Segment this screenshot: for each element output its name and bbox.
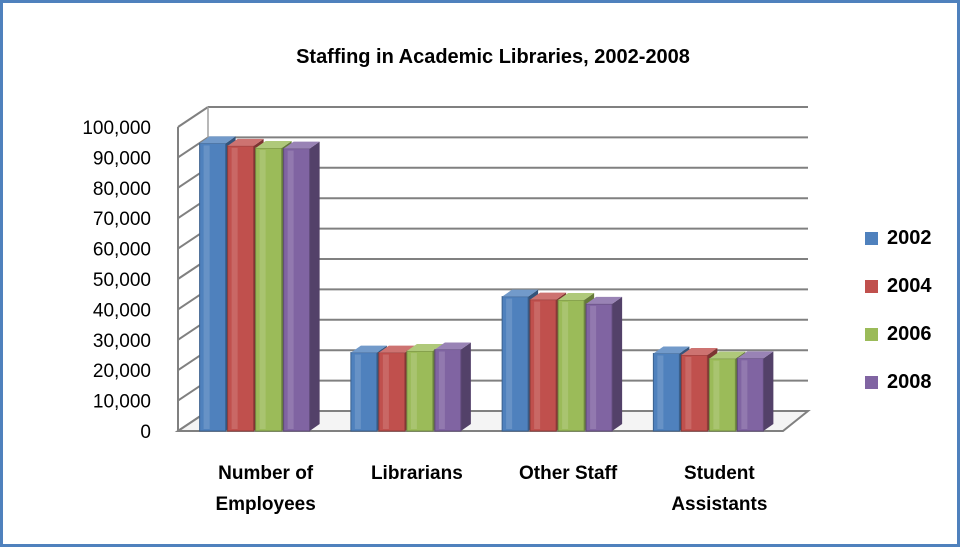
legend-swatch xyxy=(865,328,878,341)
y-tick-label: 20,000 xyxy=(93,361,151,382)
y-tick-label: 70,000 xyxy=(93,209,151,230)
y-tick-label: 40,000 xyxy=(93,300,151,321)
bar-2008 xyxy=(283,141,320,432)
chart-title: Staffing in Academic Libraries, 2002-200… xyxy=(296,46,690,68)
y-tick-label: 100,000 xyxy=(82,118,151,139)
y-tick-label: 30,000 xyxy=(93,331,151,352)
side-wall-line xyxy=(177,106,209,128)
legend-swatch xyxy=(865,232,878,245)
bar-2008 xyxy=(736,351,774,432)
y-tick-label: 0 xyxy=(140,422,151,443)
y-tick-label: 90,000 xyxy=(93,148,151,169)
x-category-label: Librarians xyxy=(371,463,463,484)
x-category-label: Other Staff xyxy=(519,463,618,484)
x-category-label: Assistants xyxy=(671,494,767,515)
side-wall-line xyxy=(177,136,209,159)
chart-svg: Staffing in Academic Libraries, 2002-200… xyxy=(82,46,932,515)
legend-label: 2004 xyxy=(887,275,932,297)
x-category-label: Employees xyxy=(215,494,315,515)
x-category-label: Number of xyxy=(218,463,314,484)
y-tick-label: 80,000 xyxy=(93,179,151,200)
y-tick-label: 60,000 xyxy=(93,240,151,261)
bar-2008 xyxy=(434,342,471,432)
legend-label: 2002 xyxy=(887,227,932,249)
legend-label: 2008 xyxy=(887,371,932,393)
legend-swatch xyxy=(865,376,878,389)
y-tick-label: 10,000 xyxy=(93,392,151,413)
legend-label: 2006 xyxy=(887,323,932,345)
x-category-label: Student xyxy=(684,463,755,484)
legend: 2002 2004 2006 2008 xyxy=(865,227,932,393)
y-tick-label: 50,000 xyxy=(93,270,151,291)
legend-swatch xyxy=(865,280,878,293)
plot-area: 0 10,000 20,000 30,000 40,000 50,000 60,000 70,… xyxy=(82,106,811,515)
bar-2008 xyxy=(585,296,623,432)
